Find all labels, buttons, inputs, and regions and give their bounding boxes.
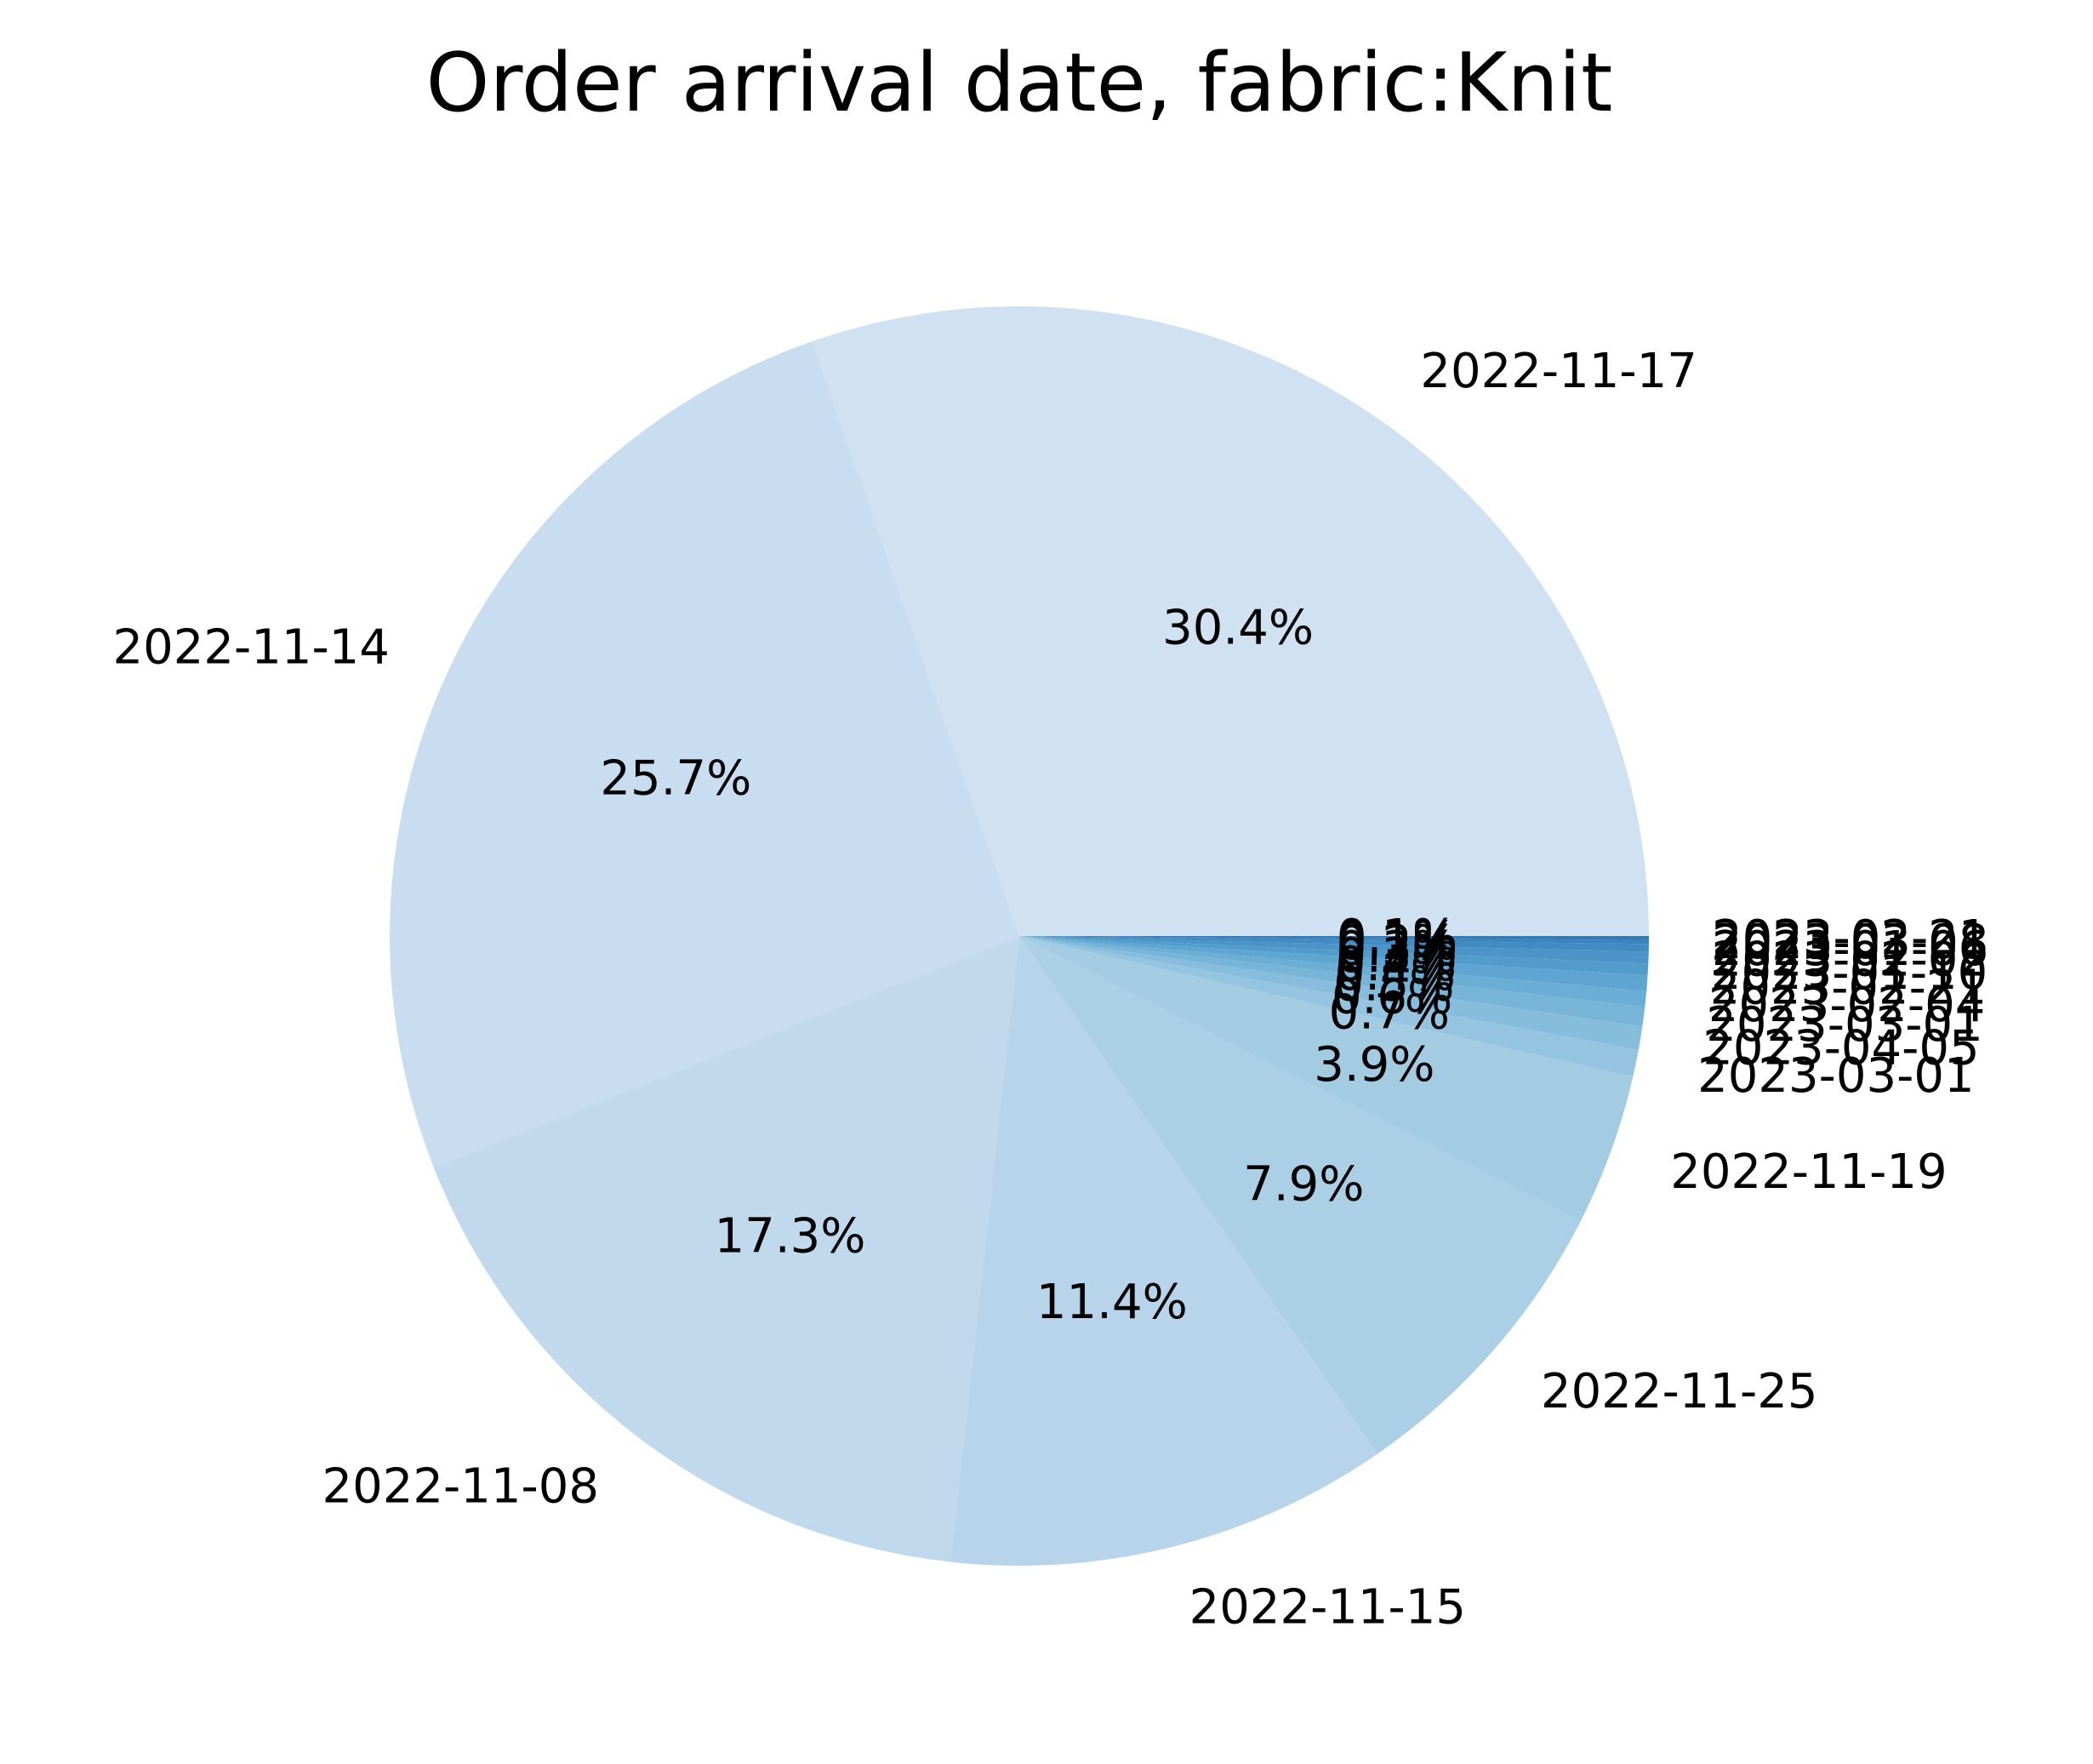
slice-category-label: 2022-11-19 — [1670, 1145, 1947, 1200]
pie-slice — [812, 305, 1649, 936]
slice-category-label: 2023-04-05 — [1702, 1021, 1979, 1076]
slice-category-label: 2022-11-17 — [1420, 344, 1697, 399]
slice-category-label: 2023-03-08 — [1712, 915, 1988, 970]
slice-category-label: 2023-01-06 — [1712, 922, 1988, 977]
slice-percent-label: 11.4% — [1036, 1275, 1188, 1330]
pie-slice — [1019, 936, 1639, 1077]
pie-slice — [1019, 936, 1649, 940]
slice-category-label: 2022-11-14 — [112, 620, 389, 676]
pie-slice — [389, 341, 1019, 1167]
chart-title: Order arrival date, fabric:Knit — [426, 37, 1613, 130]
slice-category-label: 2023-03-01 — [1697, 1048, 1974, 1104]
slice-category-label: 2023-02-21 — [1710, 961, 1987, 1016]
slice-percent-label: 0.6% — [1332, 970, 1452, 1025]
slice-category-label: 2023-02-02 — [1712, 933, 1988, 988]
pie-slice — [950, 936, 1377, 1566]
slice-percent-label: 0.7% — [1329, 985, 1450, 1040]
pie-slice — [1019, 936, 1643, 1050]
slice-percent-label: 0.5% — [1333, 956, 1454, 1012]
pie-slice — [1019, 936, 1649, 945]
slice-percent-label: 30.4% — [1162, 601, 1314, 656]
slice-percent-label: 0.3% — [1336, 928, 1457, 984]
slice-percent-label: 0.4% — [1335, 946, 1456, 1002]
pie-slice — [1019, 936, 1634, 1222]
slice-percent-label: 0.4% — [1336, 937, 1457, 992]
slice-category-label: 2023-02-04 — [1708, 978, 1985, 1033]
slice-category-label: 2022-11-15 — [1189, 1580, 1466, 1636]
slice-percent-label: 25.7% — [600, 751, 751, 807]
slice-category-label: 2023-03-01 — [1706, 997, 1982, 1053]
pie-slices — [389, 305, 1649, 1566]
slice-percent-label: 0.2% — [1337, 916, 1457, 971]
pie-slice — [1019, 936, 1649, 976]
slice-category-label: 2023-02-21 — [1712, 911, 1988, 966]
slice-percent-label: 0.1% — [1337, 910, 1457, 965]
slice-percent-label: 7.9% — [1243, 1157, 1364, 1213]
pie-slice — [1019, 936, 1649, 952]
slice-percent-label: 0.1% — [1337, 912, 1457, 968]
slice-percent-label: 17.3% — [715, 1208, 866, 1264]
pie-slice — [1019, 936, 1648, 991]
pie-slice — [1019, 936, 1649, 964]
slice-category-label: 2022-11-25 — [1541, 1364, 1817, 1419]
pie-slice — [1019, 936, 1645, 1027]
pie-slice — [1019, 936, 1647, 1008]
percent-labels: 30.4% 25.7% 17.3% 11.4% 7.9% 3.9%0.7%0.6%0.5%… — [600, 601, 1457, 1330]
slice-percent-label: 3.9% — [1314, 1037, 1434, 1093]
category-labels: 2022-11-17 2022-11-14 2022-11-08 2022-11-15… — [112, 344, 1988, 1636]
pie-slice — [1019, 936, 1581, 1454]
pie-slice — [433, 936, 1019, 1562]
slice-category-label: 2023-01-10 — [1711, 945, 1987, 1001]
slice-percent-label: 0.3% — [1337, 922, 1457, 977]
slice-category-label: 2022-11-08 — [322, 1459, 599, 1514]
